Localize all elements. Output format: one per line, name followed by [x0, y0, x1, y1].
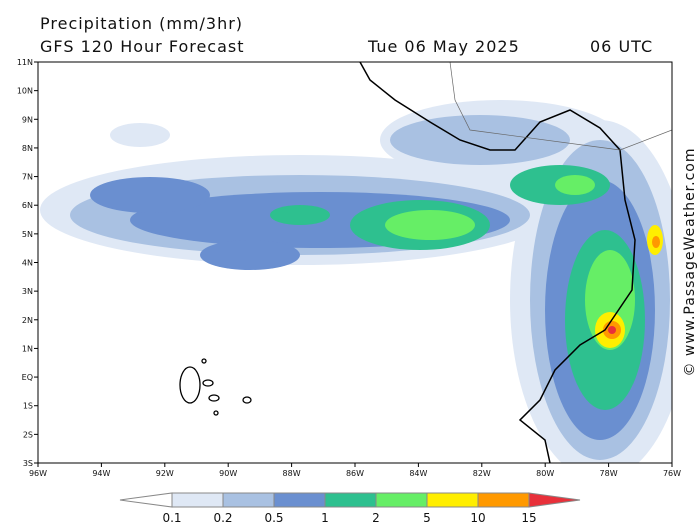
lat-label: 2N — [22, 316, 33, 325]
lat-label: EQ — [22, 373, 33, 382]
lat-label: 1N — [22, 344, 33, 353]
lat-label: 1S — [23, 402, 33, 411]
colorbar-label: 0.1 — [162, 511, 181, 525]
lat-label: 10N — [17, 87, 33, 96]
forecast-date: Tue 06 May 2025 — [367, 37, 520, 56]
colorbar-labels: 0.1 0.2 0.5 1 2 5 10 15 — [162, 511, 536, 525]
lon-label: 86W — [346, 469, 364, 478]
map-title: Precipitation (mm/3hr) — [40, 14, 243, 33]
colorbar-label: 5 — [423, 511, 431, 525]
lon-label: 80W — [536, 469, 554, 478]
lon-label: 96W — [29, 469, 47, 478]
lat-label: 6N — [22, 201, 33, 210]
lon-label: 90W — [219, 469, 237, 478]
colorbar-label: 0.2 — [213, 511, 232, 525]
lon-label: 94W — [92, 469, 110, 478]
colorbar-label: 1 — [321, 511, 329, 525]
precip-field — [38, 62, 672, 463]
lon-label: 76W — [663, 469, 681, 478]
lat-label: 3S — [23, 459, 33, 468]
lon-label: 84W — [409, 469, 427, 478]
lon-label: 92W — [156, 469, 174, 478]
lat-label: 5N — [22, 230, 33, 239]
lon-label: 82W — [473, 469, 491, 478]
colorbar-label: 2 — [372, 511, 380, 525]
colorbar — [119, 492, 581, 508]
lat-label: 7N — [22, 173, 33, 182]
lon-label: 88W — [283, 469, 301, 478]
watermark: © www.PassageWeather.com — [682, 147, 698, 376]
map-subtitle: GFS 120 Hour Forecast — [40, 37, 245, 56]
colorbar-label: 15 — [521, 511, 536, 525]
colorbar-label: 0.5 — [264, 511, 283, 525]
lat-label: 3N — [22, 287, 33, 296]
colorbar-label: 10 — [470, 511, 485, 525]
lat-label: 9N — [22, 115, 33, 124]
lon-label: 78W — [600, 469, 618, 478]
lat-label: 2S — [23, 430, 33, 439]
lat-label: 11N — [17, 58, 33, 67]
forecast-time: 06 UTC — [590, 37, 653, 56]
lat-label: 8N — [22, 144, 33, 153]
lat-label: 4N — [22, 259, 33, 268]
